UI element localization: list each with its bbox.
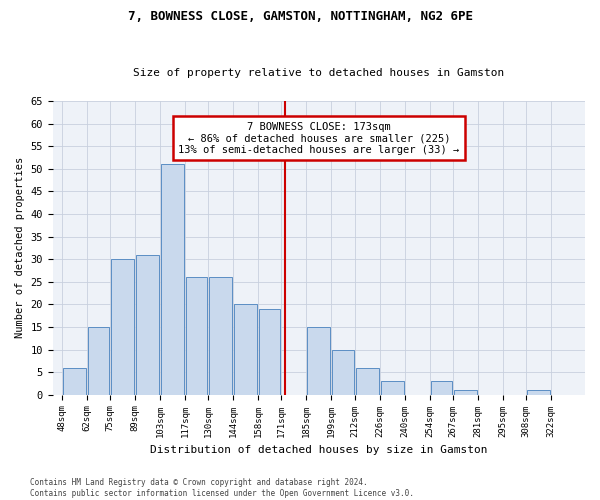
Bar (527, 390, 550, 394)
Bar (88, 327, 109, 394)
Text: 7, BOWNESS CLOSE, GAMSTON, NOTTINGHAM, NG2 6PE: 7, BOWNESS CLOSE, GAMSTON, NOTTINGHAM, N… (128, 10, 473, 23)
Bar (136, 254, 159, 394)
Bar (161, 164, 184, 394)
Bar (380, 381, 404, 394)
Bar (111, 259, 134, 394)
Bar (332, 350, 353, 395)
Bar (63, 368, 86, 394)
Bar (454, 390, 477, 394)
Text: Contains HM Land Registry data © Crown copyright and database right 2024.
Contai: Contains HM Land Registry data © Crown c… (30, 478, 414, 498)
Bar (209, 277, 232, 394)
Bar (356, 368, 379, 394)
Bar (234, 304, 257, 394)
Title: Size of property relative to detached houses in Gamston: Size of property relative to detached ho… (133, 68, 505, 78)
X-axis label: Distribution of detached houses by size in Gamston: Distribution of detached houses by size … (150, 445, 488, 455)
Y-axis label: Number of detached properties: Number of detached properties (15, 157, 25, 338)
Bar (186, 277, 207, 394)
Text: 7 BOWNESS CLOSE: 173sqm
← 86% of detached houses are smaller (225)
13% of semi-d: 7 BOWNESS CLOSE: 173sqm ← 86% of detache… (178, 122, 460, 155)
Bar (431, 381, 452, 394)
Bar (259, 309, 280, 394)
Bar (307, 327, 331, 394)
